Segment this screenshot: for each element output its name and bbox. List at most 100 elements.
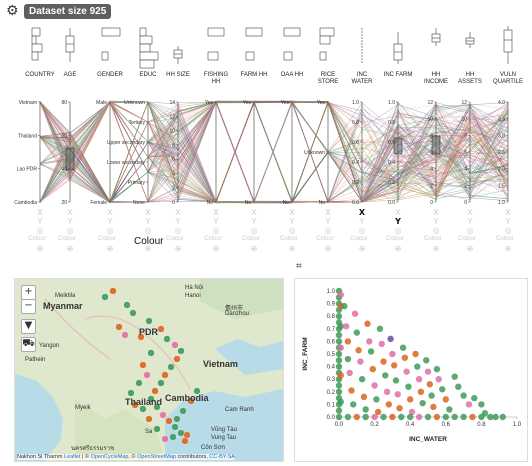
crop-icon[interactable]: ⌗ xyxy=(296,261,302,272)
scatter-point[interactable] xyxy=(442,396,449,403)
map-marker[interactable] xyxy=(145,317,153,325)
scatter-plot[interactable]: 0.0 0.2 0.4 0.6 0.8 1.0 0.0 0.1 0.2 0.3 0.4 0.5 0.6 0… xyxy=(295,279,527,461)
scatter-point[interactable] xyxy=(460,413,467,421)
colour-toggle[interactable]: Colour xyxy=(496,236,514,242)
scatter-point[interactable] xyxy=(367,348,375,355)
scatter-point[interactable] xyxy=(344,338,352,345)
scatter-point[interactable] xyxy=(433,413,441,421)
colour-toggle[interactable]: Colour xyxy=(58,236,76,242)
scatter-point[interactable] xyxy=(369,365,377,373)
scatter-point[interactable] xyxy=(373,396,380,403)
colour-toggle[interactable]: Colour xyxy=(98,236,116,242)
scatter-point[interactable] xyxy=(465,401,473,408)
scatter-point[interactable] xyxy=(430,403,437,411)
zoom-icon[interactable]: ⊕ xyxy=(66,244,74,253)
x-axis-toggle[interactable]: X xyxy=(505,208,511,217)
zoom-icon[interactable]: ⊕ xyxy=(504,244,512,253)
scatter-point[interactable] xyxy=(374,408,382,416)
scatter-point[interactable] xyxy=(423,357,430,364)
y-axis-toggle[interactable]: Y xyxy=(433,217,439,226)
scatter-point[interactable] xyxy=(380,413,387,421)
scatter-point[interactable] xyxy=(346,369,353,377)
y-axis-toggle[interactable]: Y xyxy=(107,217,113,226)
colour-selected-label[interactable]: Colour xyxy=(134,236,164,247)
scatter-point[interactable] xyxy=(344,413,352,421)
scatter-point[interactable] xyxy=(401,354,409,361)
x-axis-toggle[interactable]: X xyxy=(358,208,366,217)
y-axis-toggle[interactable]: Y xyxy=(145,217,151,226)
map-marker[interactable] xyxy=(183,431,191,439)
colour-toggle[interactable]: Colour xyxy=(280,236,298,242)
x-axis-toggle[interactable]: X xyxy=(467,208,473,217)
map-marker[interactable] xyxy=(101,293,109,301)
colour-toggle[interactable]: Colour xyxy=(386,236,404,242)
leaflet-link[interactable]: Leaflet xyxy=(63,454,81,460)
colour-toggle[interactable]: Colour xyxy=(242,236,260,242)
zoom-icon[interactable]: ⊕ xyxy=(394,244,402,253)
y-axis-toggle[interactable]: Y xyxy=(325,217,331,226)
x-axis-toggle[interactable]: X xyxy=(67,208,73,217)
zoom-icon[interactable]: ⊕ xyxy=(212,244,220,253)
map-marker[interactable] xyxy=(161,371,169,379)
scatter-point[interactable] xyxy=(337,398,344,406)
colour-toggle[interactable]: Colour xyxy=(166,236,184,242)
y-axis-toggle[interactable]: Y xyxy=(213,217,219,226)
brush-selection[interactable] xyxy=(393,137,403,155)
zoom-in-button[interactable]: + xyxy=(21,285,36,300)
map-marker[interactable] xyxy=(179,407,187,415)
x-axis-toggle[interactable]: X xyxy=(175,208,181,217)
map-marker[interactable] xyxy=(137,333,145,341)
scatter-point[interactable] xyxy=(442,413,449,421)
scatter-point[interactable] xyxy=(335,350,343,358)
scatter-point[interactable] xyxy=(366,338,373,345)
map-marker[interactable] xyxy=(177,347,185,355)
scatter-point[interactable] xyxy=(414,363,421,370)
scatter-point[interactable] xyxy=(417,388,425,395)
scatter-point[interactable] xyxy=(392,377,400,384)
scatter-point[interactable] xyxy=(358,376,366,383)
scatter-point[interactable] xyxy=(439,386,446,393)
scatter-point[interactable] xyxy=(342,323,350,330)
map-marker[interactable] xyxy=(115,323,123,331)
scatter-point[interactable] xyxy=(499,413,506,421)
map-marker[interactable] xyxy=(153,425,161,433)
scatter-point[interactable] xyxy=(460,392,467,399)
colour-toggle[interactable]: Colour xyxy=(424,236,442,242)
scatter-point[interactable] xyxy=(471,394,478,402)
scatter-point[interactable] xyxy=(351,310,359,317)
scatter-point[interactable] xyxy=(382,372,389,379)
x-axis-toggle[interactable]: X xyxy=(213,208,219,217)
colour-toggle[interactable]: Colour xyxy=(458,236,476,242)
scatter-point[interactable] xyxy=(389,413,396,421)
scatter-point[interactable] xyxy=(380,358,387,365)
map-marker[interactable] xyxy=(159,411,167,419)
x-axis-toggle[interactable]: X xyxy=(251,208,257,217)
zoom-out-button[interactable]: − xyxy=(21,299,36,314)
zoom-icon[interactable]: ⊕ xyxy=(324,244,332,253)
scatter-point[interactable] xyxy=(376,325,384,332)
scatter-point[interactable] xyxy=(407,413,414,421)
cc-link[interactable]: CC-BY-SA xyxy=(209,454,236,460)
scatter-point[interactable] xyxy=(353,329,360,336)
map-marker[interactable] xyxy=(187,397,195,405)
map-marker[interactable] xyxy=(171,341,179,349)
y-axis-toggle[interactable]: Y xyxy=(359,217,365,226)
scatter-point[interactable] xyxy=(335,413,343,421)
scatter-point[interactable] xyxy=(335,331,343,339)
map-marker[interactable] xyxy=(135,379,143,387)
map-marker[interactable] xyxy=(193,387,201,395)
scatter-point[interactable] xyxy=(337,344,344,351)
gear-icon[interactable]: ⚙ xyxy=(6,3,19,19)
zoom-icon[interactable]: ⊕ xyxy=(358,244,366,253)
scatter-point[interactable] xyxy=(389,350,396,358)
scatter-point[interactable] xyxy=(385,401,393,408)
map-marker[interactable] xyxy=(161,435,169,443)
map-marker[interactable] xyxy=(173,415,181,423)
scatter-point[interactable] xyxy=(371,382,378,389)
scatter-point[interactable] xyxy=(337,372,344,379)
x-axis-toggle[interactable]: X xyxy=(325,208,331,217)
map-marker[interactable] xyxy=(109,287,117,295)
scatter-point[interactable] xyxy=(435,376,442,383)
scatter-point[interactable] xyxy=(341,302,348,310)
